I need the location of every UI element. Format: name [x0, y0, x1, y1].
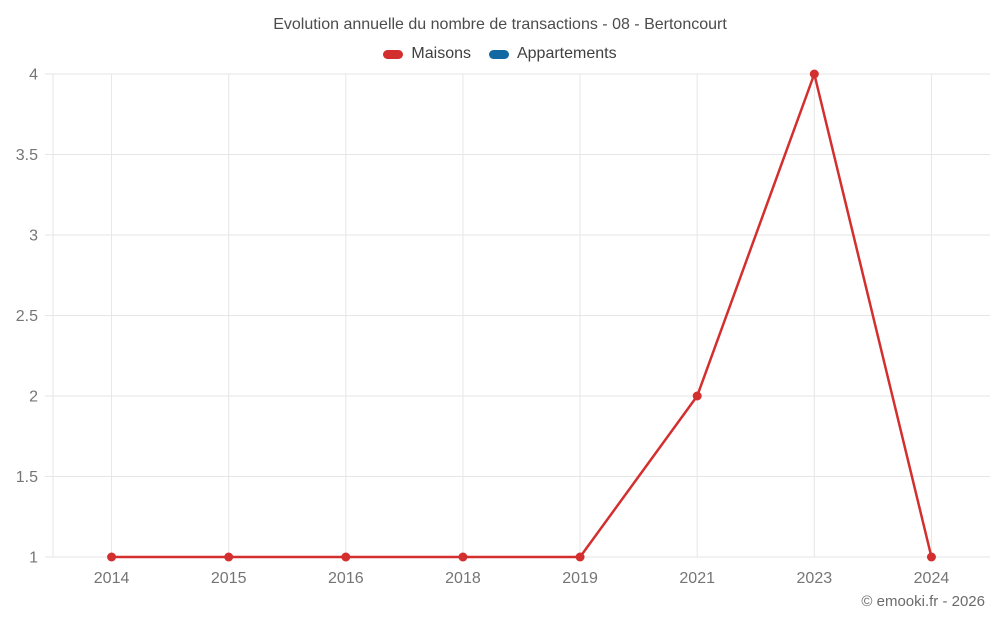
legend-swatch-appartements — [488, 49, 509, 59]
x-tick-label: 2015 — [211, 570, 247, 587]
y-tick-label: 2 — [29, 389, 38, 406]
copyright-text: © emooki.fr - 2026 — [861, 593, 985, 610]
x-tick-label: 2024 — [914, 570, 950, 587]
legend-label: Maisons — [411, 45, 471, 62]
chart-legend: Maisons Appartements — [0, 45, 1000, 63]
data-point[interactable] — [692, 391, 702, 401]
y-gridlines — [45, 73, 990, 558]
y-tick-label: 3.5 — [16, 147, 38, 164]
series-line — [111, 72, 933, 559]
legend-label: Appartements — [516, 45, 617, 62]
x-tick-label: 2021 — [679, 570, 715, 587]
chart-title: Evolution annuelle du nombre de transact… — [273, 16, 727, 33]
data-point[interactable] — [458, 552, 468, 562]
x-axis-labels: 2014 2015 2016 2018 2019 2021 2023 2024 — [94, 570, 950, 587]
data-point[interactable] — [224, 552, 234, 562]
x-tick-label: 2019 — [562, 570, 598, 587]
y-tick-label: 1.5 — [16, 469, 38, 486]
y-axis-labels: 1 1.5 2 2.5 3 3.5 4 — [16, 67, 38, 567]
legend-item-appartements[interactable]: Appartements — [488, 45, 617, 63]
x-tick-label: 2018 — [445, 570, 481, 587]
data-point[interactable] — [926, 552, 936, 562]
series-maisons — [107, 69, 936, 562]
legend-swatch-maisons — [383, 49, 404, 59]
legend-item-maisons[interactable]: Maisons — [383, 45, 471, 63]
x-gridlines — [52, 74, 932, 557]
y-tick-label: 4 — [29, 67, 38, 84]
y-tick-label: 1 — [29, 550, 38, 567]
y-tick-label: 3 — [29, 228, 38, 245]
y-tick-label: 2.5 — [16, 308, 38, 325]
x-tick-label: 2014 — [94, 570, 130, 587]
x-tick-label: 2023 — [797, 570, 833, 587]
x-tick-label: 2016 — [328, 570, 364, 587]
data-point[interactable] — [107, 552, 117, 562]
data-point[interactable] — [575, 552, 585, 562]
data-point[interactable] — [809, 69, 819, 79]
data-point[interactable] — [341, 552, 351, 562]
